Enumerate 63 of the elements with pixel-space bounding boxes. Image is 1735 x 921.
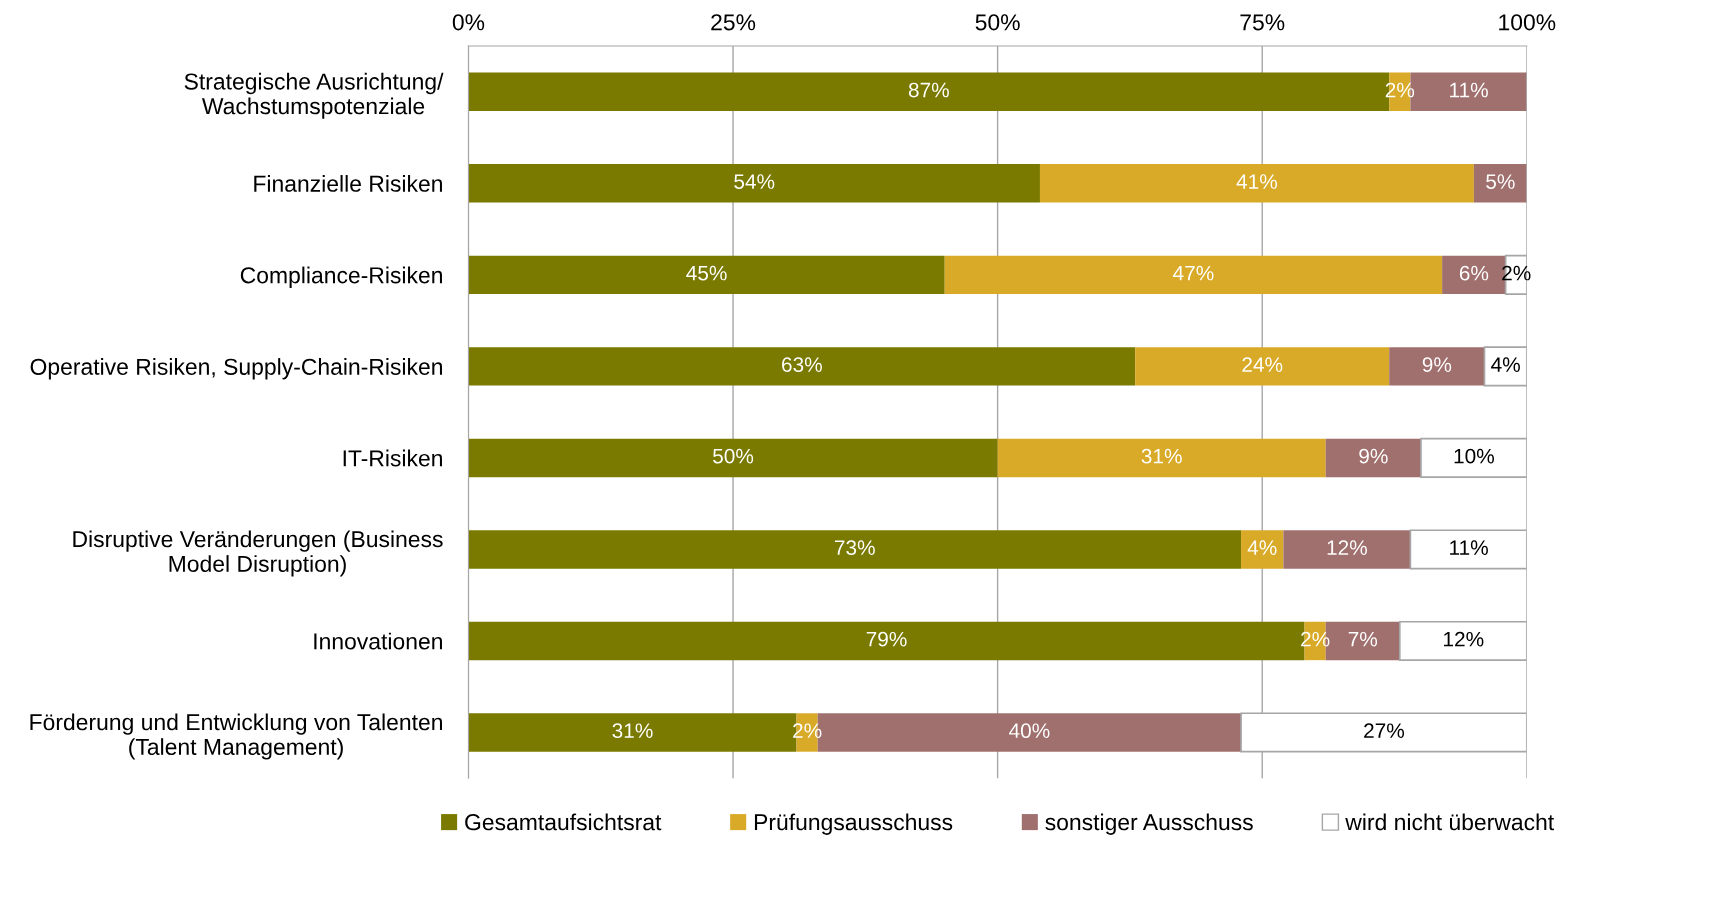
data-label: 7% [1348,631,1378,647]
data-label: 45% [686,265,727,281]
y-tick-label: Disruptive Veränderungen (Business Model Disruption) [73,530,443,577]
data-label: 12% [1444,631,1484,647]
data-label: 10% [1454,448,1494,464]
bar [1325,438,1421,478]
bar [1039,164,1474,203]
y-tick-label: Finanzielle Risiken [254,175,442,192]
bar [468,438,998,478]
data-label: 9% [1422,357,1452,372]
data-label: 40% [1009,723,1050,739]
data-label: 4% [1247,540,1277,555]
x-tick-label: 75% [1240,14,1285,31]
data-label: 5% [1486,174,1515,189]
legend-label: Gesamtaufsichtsrat [465,813,662,831]
data-label: 27% [1364,723,1405,738]
data-label: 41% [1236,174,1278,189]
data-label: 54% [734,174,775,189]
bar [1389,347,1485,386]
data-label: 11% [1450,82,1488,98]
bar [1241,530,1284,569]
data-label: 6% [1459,265,1489,281]
bar [944,255,1443,295]
data-label: 2% [1385,82,1415,98]
y-tick-label: Strategische Ausrichtung/ Wachstumspotenziale [184,72,444,119]
x-tick-label: 0% [452,14,485,31]
bar [468,530,1242,569]
y-tick-label: Förderung und Entwicklung von Talenten (Talent Management) [30,713,442,760]
legend-label: wird nicht überwacht [1345,813,1555,831]
bar [1135,347,1390,386]
bar [1473,164,1527,203]
bar [1409,529,1527,570]
legend-label: sonstiger Ausschuss [1045,813,1253,835]
bar [1398,620,1527,662]
bar [468,255,945,295]
data-label: 73% [834,540,875,556]
x-tick-label: 100% [1499,14,1556,31]
data-label: 79% [866,631,907,647]
data-label: 2% [1301,631,1330,647]
data-label: 31% [1141,448,1182,464]
data-label: 11% [1450,540,1488,555]
y-tick-label: IT-Risiken [343,449,442,467]
data-label: 47% [1173,265,1214,281]
data-label: 24% [1242,357,1283,372]
bar [997,438,1326,478]
bar [1283,530,1411,569]
data-label: 63% [782,357,822,372]
x-tick-label: 25% [711,14,756,31]
data-label: 2% [793,723,822,738]
data-label: 9% [1359,448,1388,464]
bar [1420,437,1527,478]
x-tick-label: 50% [975,14,1020,31]
y-tick-label: Compliance-Risiken [240,266,442,288]
data-label: 31% [612,723,653,739]
legend-label: Prüfungsausschuss [754,813,953,835]
data-label: 50% [713,448,754,464]
bar [468,347,1136,386]
data-label: 4% [1491,357,1520,372]
bar [468,164,1040,203]
data-label: 12% [1327,540,1367,555]
y-tick-label: Operative Risiken, Supply-Chain-Risiken [30,358,442,380]
data-label: 87% [908,82,949,98]
y-tick-label: Innovationen [314,632,442,650]
